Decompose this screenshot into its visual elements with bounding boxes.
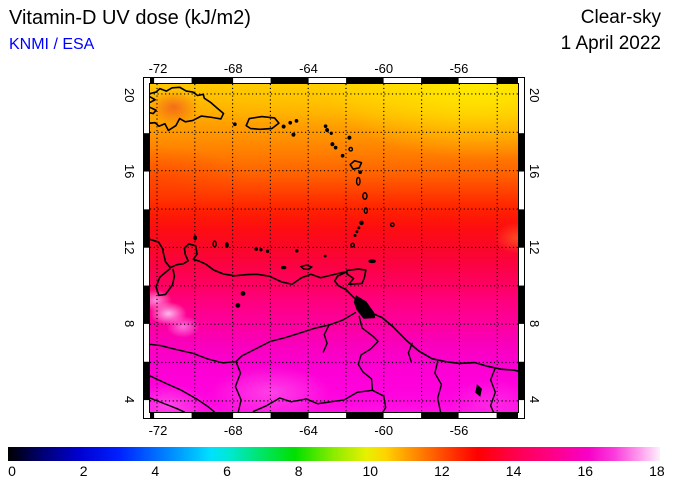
puerto-rico-coast bbox=[245, 115, 280, 131]
lon-tick-label: -64 bbox=[299, 61, 318, 76]
lon-tick-label: -72 bbox=[148, 423, 168, 438]
coastlines bbox=[150, 86, 518, 372]
colorbar-tick-label: 10 bbox=[362, 463, 379, 479]
lon-tick-label: -68 bbox=[223, 423, 243, 438]
lat-tick-label: 20 bbox=[122, 87, 137, 103]
header-right: Clear-sky 1 April 2022 bbox=[561, 6, 661, 55]
colorbar-tick-label: 4 bbox=[151, 463, 160, 479]
lon-tick-label: -60 bbox=[374, 61, 394, 76]
colorbar-tick-label: 0 bbox=[8, 463, 16, 479]
colorbar bbox=[8, 447, 660, 461]
lat-tick-label: 12 bbox=[122, 240, 137, 255]
lake-maracaibo bbox=[155, 268, 176, 297]
border-line bbox=[357, 315, 387, 412]
lat-tick-label: 4 bbox=[122, 396, 137, 404]
south-america-coast bbox=[150, 238, 518, 372]
lon-axis-bottom: -72 -68 -64 -60 -56 bbox=[139, 423, 478, 438]
islands bbox=[193, 118, 482, 397]
lon-tick-label: -64 bbox=[299, 423, 318, 438]
lon-axis-top: -72 -68 -64 -60 -56 bbox=[139, 61, 478, 76]
colorbar-tick-label: 16 bbox=[577, 463, 594, 479]
colorbar-tick-label: 6 bbox=[223, 463, 231, 479]
colorbar-tick-label: 18 bbox=[649, 463, 665, 479]
lat-tick-label: 20 bbox=[527, 87, 542, 103]
lon-tick-label: -72 bbox=[148, 61, 168, 76]
lat-tick-label: 8 bbox=[527, 320, 542, 328]
sky-condition-label: Clear-sky bbox=[580, 7, 661, 28]
colorbar-tick-label: 12 bbox=[434, 463, 450, 479]
lat-tick-label: 12 bbox=[527, 240, 542, 255]
colorbar-tick-label: 14 bbox=[505, 463, 522, 479]
map-frame-right bbox=[517, 77, 525, 419]
colorbar-labels: 0 2 4 6 8 10 12 14 16 18 bbox=[0, 463, 675, 480]
map-overlay bbox=[150, 84, 518, 412]
lat-tick-label: 16 bbox=[527, 164, 542, 179]
lat-axis-left: 20 16 12 8 4 bbox=[121, 76, 137, 419]
page-title: Vitamin-D UV dose (kJ/m2) bbox=[9, 7, 251, 29]
orinoco-river bbox=[234, 311, 357, 412]
header-left: Vitamin-D UV dose (kJ/m2) KNMI / ESA bbox=[9, 6, 251, 55]
colorbar-tick-label: 8 bbox=[294, 463, 303, 479]
lat-axis-right: 20 16 12 8 4 bbox=[526, 76, 542, 419]
credit-label: KNMI / ESA bbox=[9, 36, 95, 53]
orinoco-delta bbox=[353, 295, 376, 319]
trinidad-coast bbox=[346, 268, 367, 286]
lat-tick-label: 4 bbox=[527, 396, 542, 404]
colorbar-tick-label: 2 bbox=[79, 463, 88, 479]
date-label: 1 April 2022 bbox=[560, 33, 661, 54]
lat-tick-label: 8 bbox=[122, 320, 137, 328]
lon-tick-label: -56 bbox=[449, 61, 469, 76]
lon-tick-label: -60 bbox=[374, 423, 394, 438]
rivers-and-borders bbox=[150, 311, 497, 412]
map-frame-bottom bbox=[143, 411, 525, 419]
lat-tick-label: 16 bbox=[122, 164, 137, 179]
lon-tick-label: -56 bbox=[449, 423, 469, 438]
lon-tick-label: -68 bbox=[223, 61, 243, 76]
hispaniola-coast bbox=[150, 86, 225, 132]
